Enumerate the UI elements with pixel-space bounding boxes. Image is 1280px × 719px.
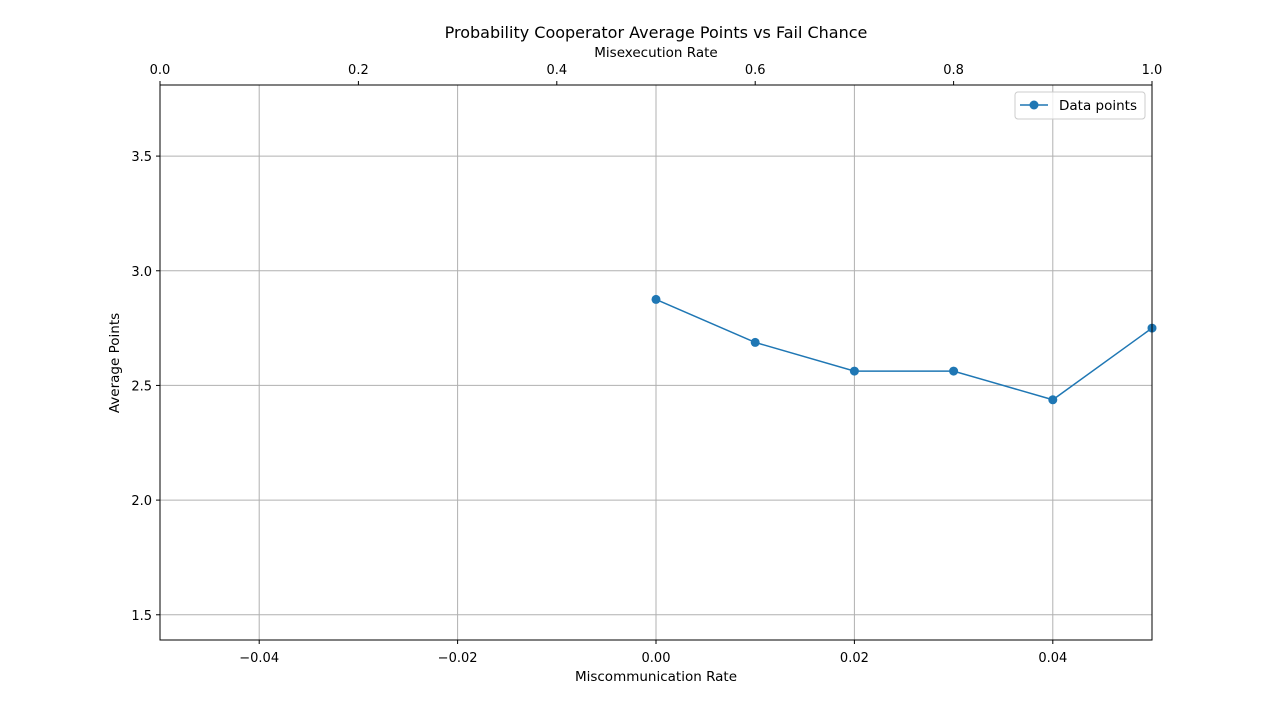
data-point — [750, 337, 760, 347]
x-tick-label: 0.00 — [642, 651, 671, 666]
data-point — [1048, 395, 1058, 405]
legend-point-marker — [1029, 100, 1039, 110]
top-x-tick-label: 1.0 — [1142, 63, 1163, 78]
series-line — [655, 298, 1153, 401]
chart-title: Probability Cooperator Average Points vs… — [445, 23, 868, 42]
plot-frame — [159, 84, 1153, 641]
y-axis-ticks: 1.5 2.0 2.5 3.0 3.5 — [131, 150, 160, 624]
y-tick-label: 2.5 — [131, 379, 152, 394]
top-x-tick-label: 0.2 — [348, 63, 369, 78]
top-x-tick-label: 0.0 — [150, 63, 171, 78]
x-tick-label: −0.02 — [438, 651, 478, 666]
x-axis-ticks: −0.04 −0.02 0.00 0.02 0.04 — [239, 640, 1067, 666]
top-x-tick-label: 0.6 — [745, 63, 766, 78]
top-x-axis-ticks: 0.0 0.2 0.4 0.6 0.8 1.0 — [150, 63, 1163, 85]
y-tick-label: 3.0 — [131, 265, 152, 280]
x-tick-label: 0.02 — [840, 651, 869, 666]
grid-lines — [160, 85, 1152, 640]
series-layer — [651, 294, 1157, 405]
data-point — [849, 366, 859, 376]
y-tick-label: 2.0 — [131, 494, 152, 509]
y-axis-label: Average Points — [107, 313, 123, 413]
data-point — [949, 366, 959, 376]
y-tick-label: 3.5 — [131, 150, 152, 165]
top-x-tick-label: 0.8 — [943, 63, 964, 78]
y-tick-label: 1.5 — [131, 609, 152, 624]
data-point — [651, 294, 661, 304]
legend-box — [1014, 91, 1146, 120]
x-axis-label: Miscommunication Rate — [575, 669, 737, 685]
x-tick-label: −0.04 — [239, 651, 279, 666]
legend: Data points — [1014, 91, 1146, 120]
top-x-tick-label: 0.4 — [546, 63, 567, 78]
top-x-axis-label: Misexecution Rate — [594, 45, 717, 61]
x-tick-label: 0.04 — [1038, 651, 1067, 666]
legend-label: Data points — [1059, 98, 1137, 114]
